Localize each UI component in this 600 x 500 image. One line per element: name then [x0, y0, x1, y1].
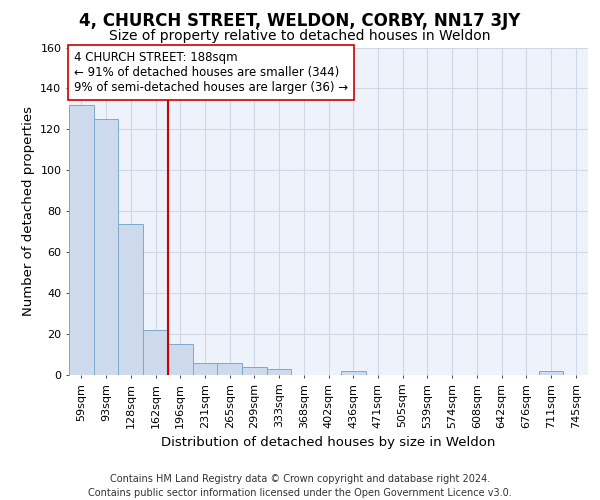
Bar [341, 371, 365, 375]
Bar [69, 105, 94, 375]
Bar [118, 224, 143, 375]
Bar [267, 369, 292, 375]
Text: 4 CHURCH STREET: 188sqm
← 91% of detached houses are smaller (344)
9% of semi-de: 4 CHURCH STREET: 188sqm ← 91% of detache… [74, 51, 349, 94]
Bar [143, 330, 168, 375]
Bar [539, 371, 563, 375]
Bar [193, 362, 217, 375]
Text: 4, CHURCH STREET, WELDON, CORBY, NN17 3JY: 4, CHURCH STREET, WELDON, CORBY, NN17 3J… [79, 12, 521, 30]
Bar [242, 367, 267, 375]
X-axis label: Distribution of detached houses by size in Weldon: Distribution of detached houses by size … [161, 436, 496, 449]
Bar [94, 119, 118, 375]
Bar [168, 344, 193, 375]
Text: Size of property relative to detached houses in Weldon: Size of property relative to detached ho… [109, 29, 491, 43]
Y-axis label: Number of detached properties: Number of detached properties [22, 106, 35, 316]
Text: Contains HM Land Registry data © Crown copyright and database right 2024.
Contai: Contains HM Land Registry data © Crown c… [88, 474, 512, 498]
Bar [217, 362, 242, 375]
